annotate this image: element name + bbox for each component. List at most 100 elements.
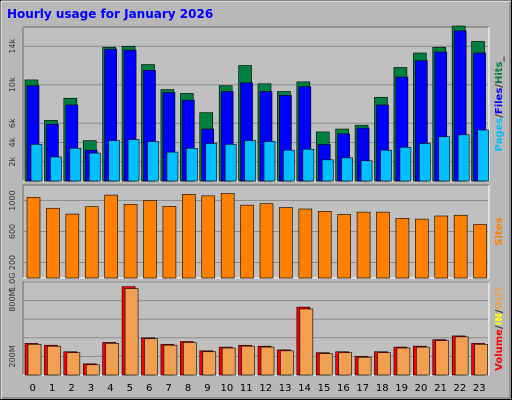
bar-sites-16 <box>337 214 351 279</box>
chart-title: Hourly usage for January 2026 <box>7 7 213 21</box>
bar-sites-14 <box>298 208 313 279</box>
x-tick-label-11: 11 <box>240 383 253 394</box>
bar-out-21 <box>435 340 450 376</box>
x-tick-label-8: 8 <box>185 383 191 394</box>
y-tick-label: 2k <box>8 157 17 167</box>
bar-pages-10 <box>224 144 237 182</box>
bar-pages-1 <box>50 156 62 182</box>
bar-pages-7 <box>166 151 179 182</box>
bar-pages-15 <box>321 159 334 182</box>
x-tick-label-12: 12 <box>259 383 272 394</box>
panel-label-part: Files <box>494 88 505 114</box>
x-tick-label-20: 20 <box>415 383 428 394</box>
bar-pages-8 <box>186 147 198 182</box>
bar-sites-10 <box>220 193 235 279</box>
x-tick-label-0: 0 <box>30 383 36 394</box>
bar-out-10 <box>221 347 236 376</box>
x-tick-label-17: 17 <box>356 383 369 394</box>
panel-label-part: / <box>494 114 505 118</box>
bar-out-1 <box>47 345 61 376</box>
bar-out-3 <box>85 364 100 376</box>
bar-pages-20 <box>419 143 431 182</box>
panel-label-sites: Sites <box>494 217 505 245</box>
panel-label-part: IN <box>494 313 505 325</box>
bar-pages-6 <box>147 141 159 182</box>
y-tick-label: 6k <box>8 118 17 128</box>
bar-pages-14 <box>302 148 315 182</box>
bar-pages-13 <box>283 149 295 182</box>
bar-sites-6 <box>143 200 157 279</box>
bar-pages-22 <box>457 134 470 182</box>
y-tick-label: 1000 <box>8 190 17 210</box>
x-tick-label-1: 1 <box>49 383 55 394</box>
bar-pages-4 <box>108 140 120 182</box>
bar-pages-11 <box>244 140 256 182</box>
bar-pages-18 <box>380 149 392 182</box>
x-tick-label-23: 23 <box>473 383 486 394</box>
bar-out-19 <box>396 347 411 376</box>
y-tick-label: 10k <box>8 77 17 92</box>
y-tick-label: 14k <box>8 38 17 53</box>
x-tick-label-22: 22 <box>454 383 467 394</box>
bar-sites-23 <box>473 224 487 279</box>
bar-out-12 <box>260 346 275 376</box>
panel-label-part: Hits <box>494 61 505 84</box>
bar-sites-12 <box>259 203 274 279</box>
x-tick-label-15: 15 <box>318 383 331 394</box>
bar-out-14 <box>299 308 314 376</box>
bar-out-4 <box>105 343 119 376</box>
bar-sites-22 <box>453 214 468 279</box>
bar-out-8 <box>183 342 197 376</box>
bar-out-9 <box>202 351 217 376</box>
x-tick-label-9: 9 <box>204 383 210 394</box>
panel-label-part: _ <box>494 57 505 62</box>
bar-out-15 <box>318 353 333 376</box>
bar-sites-1 <box>46 207 60 279</box>
x-tick-label-19: 19 <box>395 383 408 394</box>
y-tick-label: 800M <box>8 289 17 311</box>
bar-sites-20 <box>415 218 429 279</box>
x-tick-label-7: 7 <box>165 383 171 394</box>
bar-sites-5 <box>123 204 138 279</box>
bar-pages-23 <box>477 129 489 182</box>
x-tick-label-14: 14 <box>298 383 311 394</box>
x-tick-label-6: 6 <box>146 383 152 394</box>
bar-out-2 <box>66 352 81 376</box>
bar-out-6 <box>144 338 158 376</box>
bar-pages-9 <box>205 143 218 182</box>
bar-sites-15 <box>317 211 332 279</box>
panel-label-part: OUT <box>494 286 505 310</box>
bar-out-23 <box>474 344 488 376</box>
plot-area <box>23 27 489 181</box>
bar-sites-21 <box>434 215 449 279</box>
panel-label-volume: Volume/IN/OUT <box>494 286 505 371</box>
bar-sites-19 <box>395 218 410 279</box>
bar-out-16 <box>338 352 352 376</box>
bar-sites-17 <box>356 211 371 279</box>
x-tick-label-10: 10 <box>221 383 234 394</box>
y-tick-label: 200 <box>8 255 17 270</box>
x-tick-label-4: 4 <box>107 383 113 394</box>
bar-sites-13 <box>279 207 293 279</box>
x-tick-label-21: 21 <box>434 383 447 394</box>
panel-label-part: Pages <box>494 118 505 152</box>
bar-out-7 <box>163 344 178 376</box>
plot-area <box>23 282 489 375</box>
bar-out-13 <box>280 350 294 376</box>
panel-label-part: Volume <box>494 329 505 371</box>
y-tick-label: 600 <box>8 224 17 239</box>
bar-pages-21 <box>438 136 451 182</box>
x-tick-label-18: 18 <box>376 383 389 394</box>
bar-sites-11 <box>240 204 254 279</box>
bar-out-22 <box>454 336 469 376</box>
y-tick-label: 200M <box>8 345 17 367</box>
bar-out-17 <box>357 357 372 376</box>
bar-out-20 <box>416 346 430 376</box>
x-tick-label-5: 5 <box>127 383 133 394</box>
bar-pages-19 <box>399 147 412 182</box>
bar-out-0 <box>27 344 42 376</box>
panel-sites: 200 600 1000 Sites <box>8 184 505 279</box>
y-tick-label: 1.0G <box>8 273 17 292</box>
